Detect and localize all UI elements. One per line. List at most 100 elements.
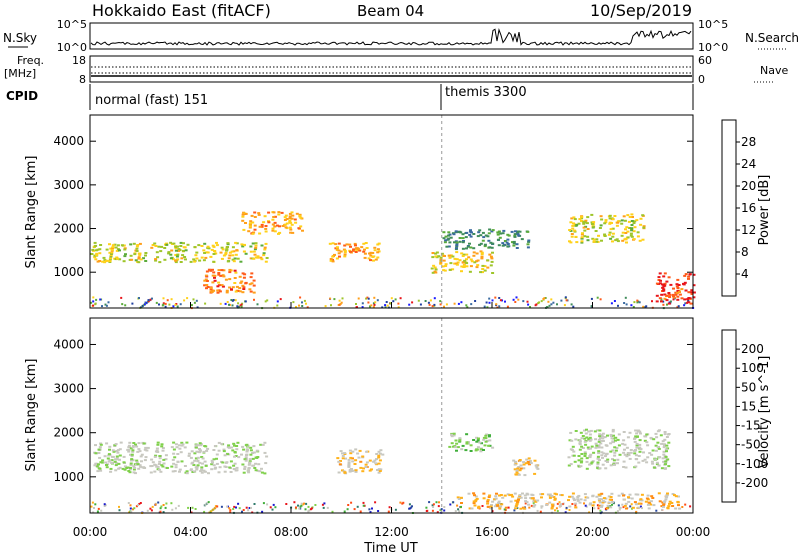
- echo-cell: [450, 435, 454, 438]
- noise-cell: [432, 506, 435, 508]
- echo-cell: [591, 494, 595, 497]
- echo-cell: [377, 471, 381, 474]
- echo-cell: [223, 454, 227, 457]
- echo-cell: [612, 459, 616, 462]
- nave-label: Nave: [760, 64, 788, 77]
- echo-cell: [469, 258, 473, 261]
- echo-cell: [353, 242, 357, 245]
- echo-cell: [241, 284, 245, 287]
- echo-cell: [156, 465, 160, 468]
- echo-cell: [583, 440, 587, 443]
- echo-cell: [135, 250, 139, 252]
- noise-cell: [526, 300, 529, 303]
- echo-cell: [487, 232, 491, 235]
- noise-cell: [240, 303, 243, 306]
- echo-cell: [457, 498, 461, 500]
- echo-cell: [690, 289, 694, 292]
- echo-cell: [599, 442, 603, 445]
- noise-cell: [540, 300, 543, 303]
- echo-cell: [465, 433, 469, 436]
- echo-cell: [644, 500, 648, 503]
- echo-cell: [281, 225, 285, 227]
- echo-cell: [204, 464, 208, 467]
- echo-cell: [263, 215, 267, 218]
- echo-cell: [271, 227, 275, 230]
- echo-cell: [507, 234, 511, 237]
- echo-cell: [190, 450, 194, 453]
- echo-cell: [348, 469, 352, 472]
- echo-cell: [213, 250, 216, 252]
- echo-cell: [470, 507, 474, 510]
- echo-cell: [225, 461, 229, 464]
- echo-cell: [254, 456, 258, 459]
- noise-cell: [90, 505, 93, 508]
- echo-cell: [433, 266, 437, 269]
- echo-cell: [218, 290, 222, 293]
- echo-cell: [245, 450, 249, 453]
- echo-cell: [231, 258, 235, 261]
- noise-cell: [504, 300, 506, 303]
- echo-cell: [580, 233, 584, 236]
- xtick-label: 00:00: [73, 525, 108, 539]
- echo-cell: [220, 246, 224, 249]
- echo-cell: [233, 444, 236, 447]
- echo-cell: [442, 231, 446, 234]
- echo-cell: [245, 443, 249, 446]
- noise-cell: [230, 299, 233, 301]
- echo-cell: [515, 471, 519, 474]
- echo-cell: [349, 250, 352, 253]
- echo-cell: [660, 293, 664, 296]
- echo-cell: [135, 247, 139, 250]
- echo-cell: [634, 429, 638, 432]
- echo-cell: [540, 496, 543, 499]
- echo-cell: [646, 456, 650, 459]
- noise-cell: [298, 304, 300, 307]
- echo-cell: [374, 258, 378, 261]
- noise-cell: [485, 301, 488, 304]
- echo-cell: [604, 221, 608, 224]
- noise-cell: [543, 297, 546, 300]
- echo-cell: [198, 451, 202, 454]
- echo-cell: [486, 259, 490, 262]
- noise-cell: [322, 506, 325, 509]
- echo-cell: [647, 507, 651, 510]
- noise-cell: [329, 297, 332, 300]
- noise-cell: [323, 502, 326, 505]
- echo-cell: [652, 504, 656, 507]
- echo-cell: [476, 264, 480, 267]
- echo-cell: [517, 498, 520, 501]
- noise-cell: [350, 501, 353, 504]
- echo-cell: [601, 437, 605, 440]
- noise-cell: [410, 506, 413, 509]
- noise-cell: [143, 303, 146, 306]
- echo-cell: [495, 492, 498, 495]
- echo-cell: [291, 214, 295, 217]
- echo-cell: [633, 501, 637, 504]
- echo-cell: [678, 293, 682, 296]
- echo-cell: [473, 261, 477, 264]
- echo-cell: [560, 494, 564, 497]
- echo-cell: [664, 448, 668, 451]
- echo-cell: [611, 501, 615, 503]
- noise-cell: [130, 510, 133, 513]
- echo-cell: [606, 434, 609, 437]
- echo-cell: [597, 444, 601, 447]
- noise-cell: [97, 507, 100, 510]
- echo-cell: [449, 236, 453, 239]
- echo-cell: [97, 463, 100, 466]
- echo-cell: [621, 442, 625, 445]
- noise-cell: [623, 302, 626, 304]
- noise-cell: [367, 301, 370, 304]
- echo-cell: [491, 500, 495, 503]
- echo-cell: [660, 442, 664, 445]
- echo-cell: [221, 274, 225, 277]
- echo-cell: [680, 288, 684, 291]
- echo-cell: [458, 259, 462, 262]
- echo-cell: [625, 241, 628, 244]
- echo-region: [203, 268, 256, 294]
- echo-cell: [212, 458, 216, 461]
- echo-cell: [198, 448, 201, 450]
- echo-cell: [616, 462, 619, 465]
- echo-cell: [295, 212, 299, 215]
